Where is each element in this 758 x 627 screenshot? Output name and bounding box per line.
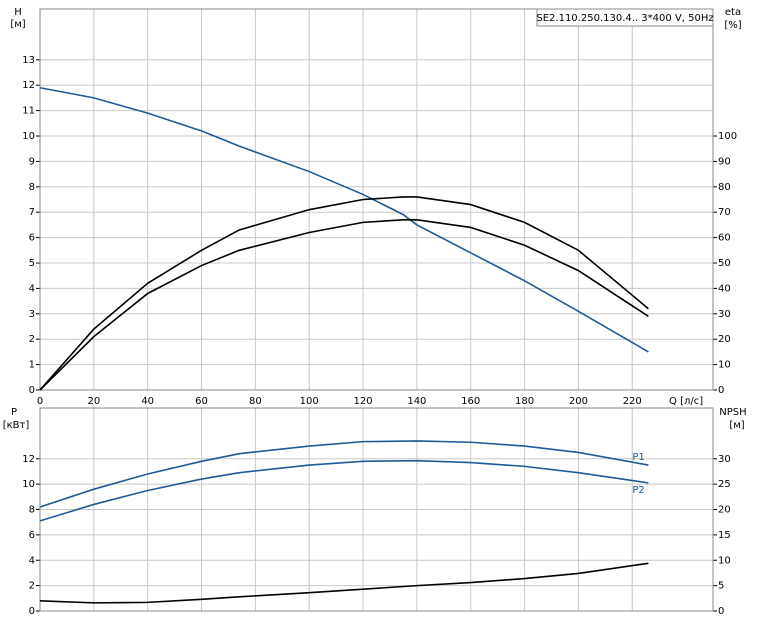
y2-tick-label: 25 (718, 479, 731, 490)
x-tick-label: 100 (300, 396, 319, 407)
x-tick-label: 120 (353, 396, 372, 407)
y-tick-label: 7 (29, 207, 35, 218)
y2-axis-label: eta (725, 7, 741, 18)
y-tick-label: 9 (29, 156, 35, 167)
x-tick-label: 40 (141, 396, 154, 407)
x-tick-label: 0 (37, 396, 43, 407)
y-tick-label: 1 (29, 360, 35, 371)
y-tick-label: 0 (29, 385, 35, 396)
y2-tick-label: 80 (718, 182, 731, 193)
series-line (39, 459, 649, 522)
y-tick-label: 12 (22, 80, 35, 91)
y2-tick-label: 60 (718, 233, 731, 244)
y-tick-label: 2 (29, 334, 35, 345)
y2-axis-label: NPSH (719, 407, 746, 418)
x-tick-label: 140 (407, 396, 426, 407)
y-tick-label: 5 (29, 258, 35, 269)
series-line (39, 440, 649, 508)
series-line (39, 86, 649, 353)
y-tick-label: 8 (29, 505, 35, 516)
x-tick-label: 200 (569, 396, 588, 407)
plot-frame (39, 8, 714, 391)
chart-title: SE2.110.250.130.4.. 3*400 V, 50Hz (536, 13, 713, 24)
y2-tick-label: 30 (718, 454, 731, 465)
y-axis-label: P (11, 407, 17, 418)
y-tick-label: 8 (29, 182, 35, 193)
y2-tick-label: 0 (718, 385, 724, 396)
y-tick-label: 6 (29, 530, 35, 541)
series-label: P1 (632, 452, 644, 463)
title-box (536, 8, 714, 27)
y2-tick-label: 50 (718, 258, 731, 269)
y2-tick-label: 40 (718, 283, 731, 294)
y2-tick-label: 5 (718, 581, 724, 592)
y2-tick-label: 100 (718, 131, 737, 142)
y2-tick-label: 15 (718, 530, 731, 541)
y2-axis-unit: [м] (729, 420, 744, 431)
series-line (39, 219, 649, 391)
series-line (39, 196, 649, 391)
y-tick-label: 10 (22, 131, 35, 142)
plot-frame (39, 407, 714, 612)
x-tick-label: 80 (249, 396, 262, 407)
y-tick-label: 11 (22, 106, 35, 117)
y2-tick-label: 70 (718, 207, 731, 218)
y2-tick-label: 0 (718, 606, 724, 617)
y-axis-unit: [м] (10, 19, 25, 30)
x-tick-label: 20 (87, 396, 100, 407)
y-tick-label: 3 (29, 309, 35, 320)
x-axis-label: Q [л/с] (669, 396, 703, 407)
y2-tick-label: 10 (718, 360, 731, 371)
y-axis-label: H (14, 7, 22, 18)
y2-axis-unit: [%] (724, 20, 741, 31)
y2-tick-label: 30 (718, 309, 731, 320)
y2-tick-label: 10 (718, 555, 731, 566)
series-line (39, 562, 649, 604)
series-label: P2 (632, 485, 644, 496)
y-tick-label: 6 (29, 233, 35, 244)
y-tick-label: 13 (22, 55, 35, 66)
y2-tick-label: 20 (718, 505, 731, 516)
y-tick-label: 10 (22, 479, 35, 490)
y2-tick-label: 90 (718, 156, 731, 167)
y-tick-label: 0 (29, 606, 35, 617)
y-tick-label: 2 (29, 581, 35, 592)
x-tick-label: 180 (515, 396, 534, 407)
y-tick-label: 4 (29, 283, 35, 294)
y2-tick-label: 20 (718, 334, 731, 345)
y-axis-unit: [кВт] (3, 420, 30, 431)
x-tick-label: 60 (195, 396, 208, 407)
y-tick-label: 4 (29, 555, 35, 566)
x-tick-label: 160 (461, 396, 480, 407)
y-tick-label: 12 (22, 454, 35, 465)
x-tick-label: 220 (623, 396, 642, 407)
